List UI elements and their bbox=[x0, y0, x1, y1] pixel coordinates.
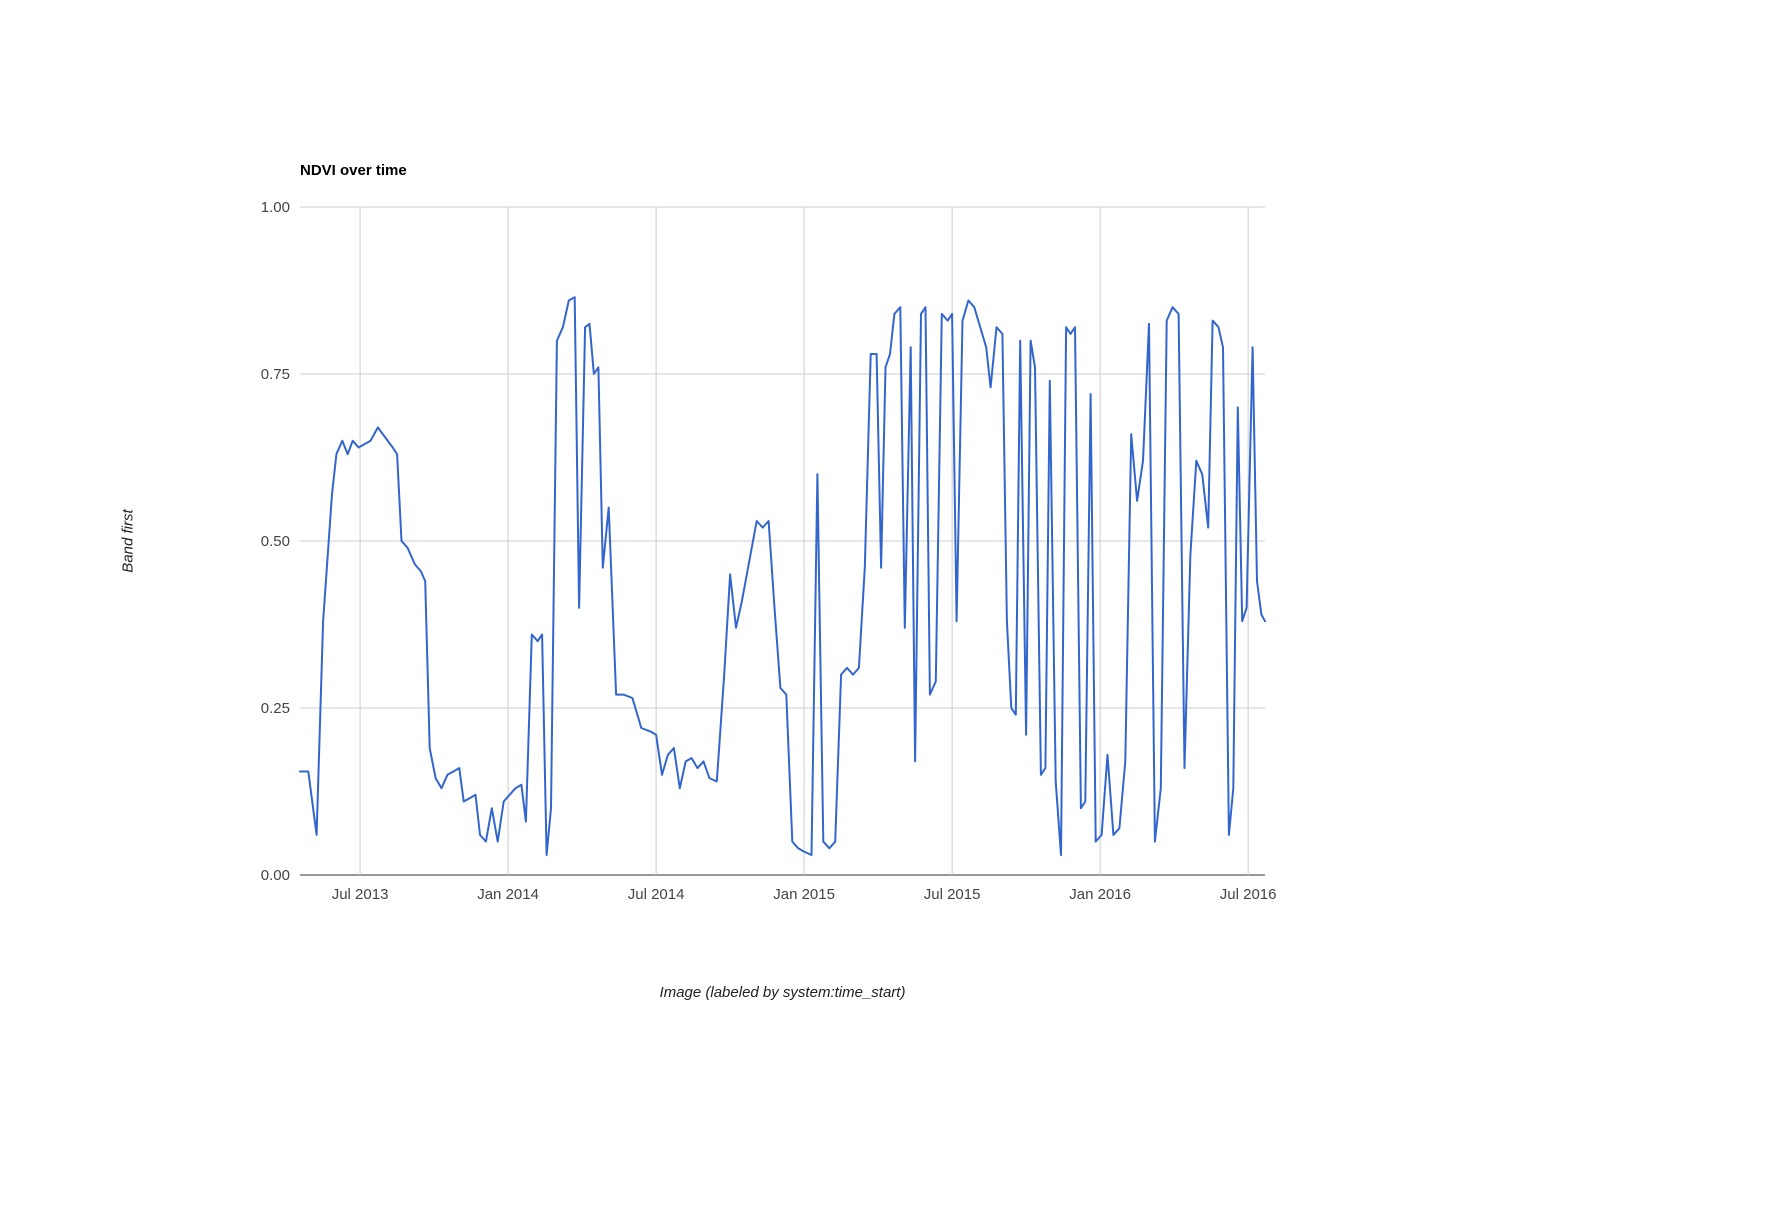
y-tick-label: 0.00 bbox=[261, 867, 290, 884]
chart-title: NDVI over time bbox=[300, 162, 407, 179]
ndvi-line bbox=[299, 296, 1266, 856]
y-tick-label: 0.25 bbox=[261, 700, 290, 717]
y-tick-label: 1.00 bbox=[261, 199, 290, 216]
x-tick-label: Jul 2014 bbox=[628, 886, 685, 903]
x-tick-label: Jan 2014 bbox=[477, 886, 539, 903]
y-tick-label: 0.75 bbox=[261, 366, 290, 383]
x-axis-title: Image (labeled by system:time_start) bbox=[659, 984, 906, 1001]
x-tick-label: Jan 2015 bbox=[773, 886, 835, 903]
x-tick-label: Jul 2013 bbox=[332, 886, 389, 903]
x-tick-label: Jul 2016 bbox=[1220, 886, 1277, 903]
y-tick-label: 0.50 bbox=[261, 533, 290, 550]
x-tick-label: Jul 2015 bbox=[924, 886, 981, 903]
x-tick-label: Jan 2016 bbox=[1069, 886, 1131, 903]
